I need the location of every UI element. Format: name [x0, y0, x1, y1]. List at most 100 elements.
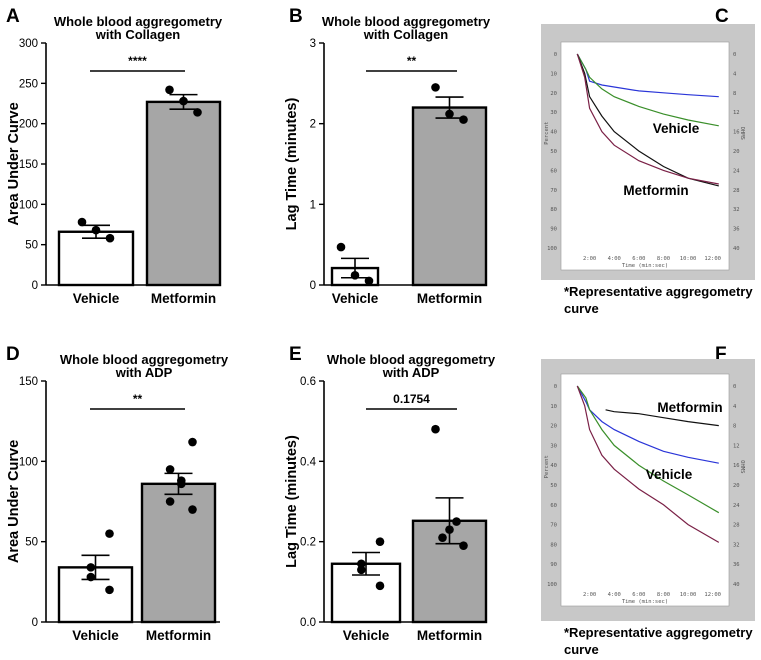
data-point [431, 424, 440, 434]
left-axis-label: Percent [544, 455, 550, 478]
left-tick-label: 70 [550, 188, 557, 194]
trace-green [576, 53, 719, 127]
data-point [350, 271, 360, 280]
left-tick-label: 0 [554, 384, 557, 390]
data-point [438, 533, 447, 542]
right-tick-label: 12 [733, 110, 740, 116]
panel-label: A [6, 6, 20, 27]
data-point [431, 83, 440, 92]
chart-title-line2: with Collagen [363, 27, 449, 42]
caption-line2: curve [564, 301, 599, 316]
right-tick-label: 20 [733, 149, 740, 155]
category-label: Metformin [146, 628, 211, 643]
y-tick-label: 250 [19, 78, 38, 90]
trace-label-metformin: Metformin [623, 183, 688, 198]
y-axis-label: Lag Time (minutes) [284, 97, 300, 230]
x-tick-label: 12:00 [704, 256, 721, 262]
bar-metformin [411, 106, 488, 287]
panel-label: D [6, 344, 20, 365]
data-point [179, 96, 188, 106]
trace-black [576, 53, 719, 187]
left-tick-label: 90 [550, 227, 557, 233]
chart-title-line1: Whole blood aggregometry [60, 352, 229, 367]
category-label: Metformin [151, 291, 216, 306]
left-tick-label: 0 [554, 52, 557, 58]
category-label: Vehicle [332, 291, 379, 306]
y-tick-label: 2 [310, 119, 316, 131]
data-point [177, 476, 186, 485]
trace-maroon [576, 385, 720, 543]
data-point [105, 233, 115, 243]
trace-green [576, 385, 720, 514]
caption-line1: *Representative aggregometry [564, 284, 753, 299]
significance-label: **** [128, 54, 147, 68]
panel-f: F 0 10 20 30 40 50 60 70 80 90 100 0 4 8 12 16 20 24 28 32 36… [541, 344, 755, 657]
right-tick-label: 16 [733, 463, 740, 469]
y-tick-label: 0 [32, 617, 38, 629]
data-point [165, 85, 174, 95]
data-point [91, 225, 101, 235]
data-point [165, 465, 175, 474]
x-tick-label: 10:00 [680, 592, 697, 598]
caption-line2: curve [564, 642, 599, 657]
chart-title-line1: Whole blood aggregometry [322, 14, 491, 29]
right-tick-label: 28 [733, 523, 740, 529]
left-tick-label: 10 [550, 404, 557, 410]
y-tick-label: 200 [19, 119, 38, 131]
data-point [459, 115, 468, 124]
left-tick-label: 50 [550, 149, 557, 155]
left-tick-label: 40 [550, 463, 557, 469]
x-tick-label: 6:00 [632, 592, 645, 598]
y-tick-label: 300 [19, 38, 38, 50]
x-tick-label: 8:00 [657, 592, 670, 598]
category-label: Metformin [417, 291, 482, 306]
left-tick-label: 20 [550, 91, 557, 97]
left-tick-label: 80 [550, 542, 557, 548]
trace-label-vehicle: Vehicle [653, 121, 700, 136]
panel-label: F [715, 344, 727, 365]
right-axis-label: OHMS [739, 127, 745, 140]
y-tick-label: 0 [32, 280, 38, 292]
trace-plot-area [560, 373, 730, 607]
right-tick-label: 36 [733, 562, 740, 568]
bar-metformin [140, 482, 217, 624]
y-tick-label: 50 [25, 537, 38, 549]
trace-plot-area [560, 41, 730, 271]
bar-metformin [145, 100, 222, 287]
y-tick-label: 100 [19, 199, 38, 211]
data-point [336, 242, 346, 252]
chart-title-line1: Whole blood aggregometry [327, 352, 496, 367]
data-point [105, 529, 114, 538]
y-tick-label: 100 [19, 456, 38, 468]
y-tick-label: 0.0 [300, 617, 316, 629]
y-tick-label: 150 [19, 376, 38, 388]
right-tick-label: 0 [733, 384, 736, 390]
significance-label: 0.1754 [393, 392, 430, 406]
chart-title-line2: with ADP [382, 365, 440, 380]
left-tick-label: 90 [550, 562, 557, 568]
trace-blue [576, 385, 719, 464]
data-point [452, 517, 461, 526]
data-point [86, 563, 96, 572]
x-axis-label: Time (min:sec) [622, 599, 668, 605]
trace-black [605, 409, 719, 427]
right-tick-label: 4 [733, 404, 737, 410]
left-tick-label: 80 [550, 207, 557, 213]
x-axis-label: Time (min:sec) [622, 263, 668, 269]
data-point [375, 537, 385, 546]
panel-label: C [715, 6, 729, 27]
x-tick-label: 4:00 [608, 592, 621, 598]
data-point [445, 109, 454, 119]
right-tick-label: 40 [733, 582, 740, 588]
left-axis-label: Percent [544, 122, 550, 145]
y-tick-label: 1 [310, 199, 316, 211]
data-point [445, 525, 454, 534]
y-tick-label: 0.2 [300, 537, 316, 549]
category-label: Vehicle [72, 628, 119, 643]
significance-label: ** [133, 392, 143, 406]
left-tick-label: 60 [550, 503, 557, 509]
panel-label: E [289, 344, 302, 365]
data-point [86, 572, 96, 582]
